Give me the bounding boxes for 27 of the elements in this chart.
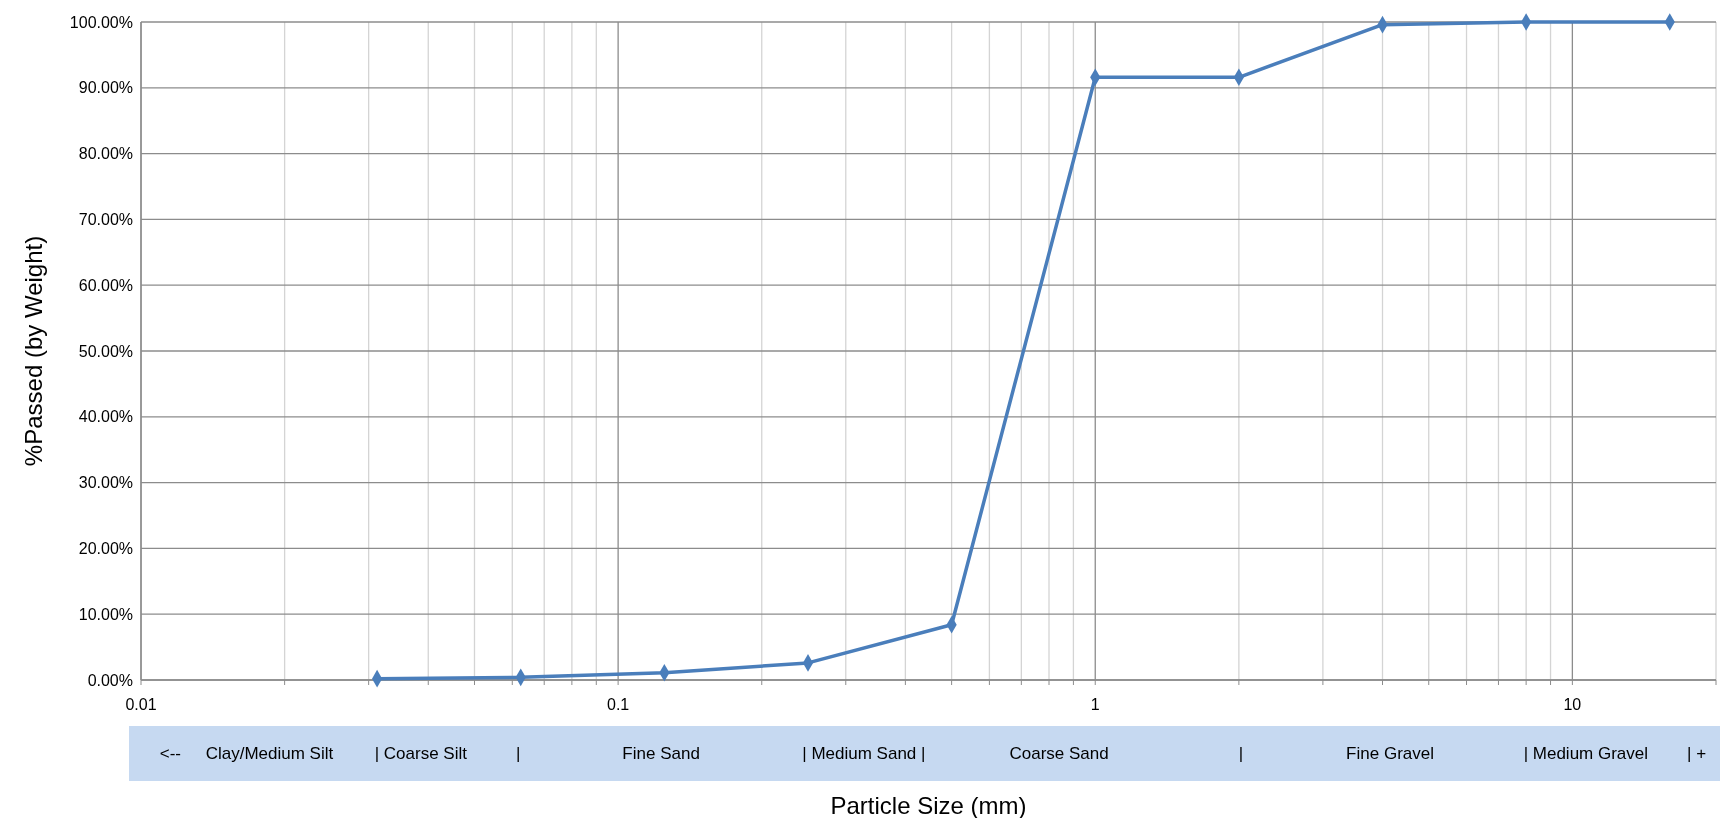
text: <--	[159, 744, 181, 764]
y-tick-label: 0.00%	[87, 671, 133, 689]
y-axis-title: %Passed (by Weight)	[20, 235, 47, 467]
text: |	[516, 744, 521, 764]
text: | Medium Gravel	[1523, 744, 1649, 764]
text: |	[1238, 744, 1244, 764]
y-tick-label: 50.00%	[78, 342, 133, 360]
y-tick-label: 30.00%	[78, 474, 133, 492]
text: Coarse Sand	[1009, 744, 1109, 764]
y-tick-label: 90.00%	[78, 79, 133, 97]
y-tick-label: 80.00%	[78, 145, 133, 163]
text: | Medium Sand |	[802, 744, 926, 764]
y-tick-label: 100.00%	[69, 13, 133, 31]
text: | Coarse Silt	[374, 744, 468, 764]
x-tick-label: 1	[1090, 696, 1100, 713]
y-tick-label: 40.00%	[78, 408, 133, 426]
x-tick-label: 0.1	[607, 696, 630, 713]
y-tick-label: 70.00%	[78, 211, 133, 228]
text: Clay/Medium Silt	[205, 744, 334, 764]
text: Fine Sand	[622, 744, 700, 764]
y-tick-label: 20.00%	[78, 540, 133, 557]
y-tick-label: 60.00%	[78, 276, 133, 294]
text: | +	[1687, 744, 1707, 764]
x-tick-label: 10	[1563, 696, 1582, 713]
x-tick-label: 0.01	[125, 696, 157, 713]
text: Fine Gravel	[1346, 744, 1434, 764]
y-tick-label: 10.00%	[78, 605, 133, 623]
